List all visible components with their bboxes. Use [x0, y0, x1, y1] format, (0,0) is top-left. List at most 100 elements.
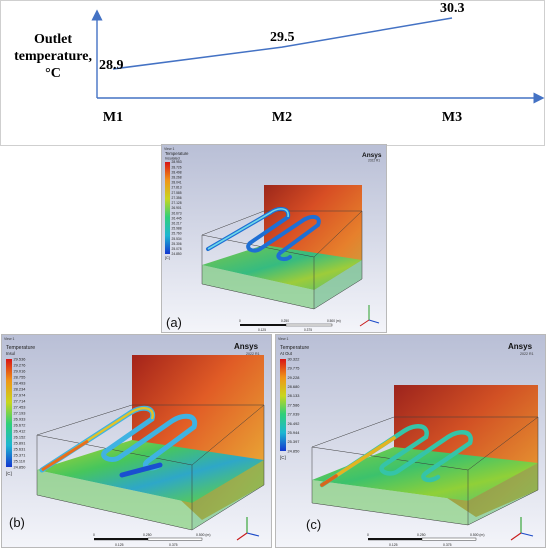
legend-value: 25.371	[14, 452, 26, 457]
legend-value: 27.193	[14, 410, 26, 415]
color-legend-bar	[280, 359, 286, 451]
panel-caption: (c)	[306, 517, 322, 532]
legend-value: 25.631	[14, 446, 26, 451]
x-tick-label: M2	[272, 110, 292, 125]
simulation-panel-c: View 1 Temperature At Out 30.322 29.775 29…	[275, 334, 546, 548]
simulation-panel-b: View 1 Temperature Insul 29.536 29.276 29.…	[1, 334, 272, 548]
legend-value: 25.760	[172, 232, 182, 236]
scale-label: 0.250	[417, 533, 426, 537]
legend-value: 27.586	[288, 402, 300, 407]
legend-value: 28.493	[14, 380, 26, 385]
box-side	[468, 463, 538, 525]
pipe-highlight	[41, 439, 89, 472]
legend-value: 27.128	[172, 201, 182, 205]
scale-label: 0.375	[443, 543, 452, 547]
box-edge	[36, 434, 193, 466]
scale-label: 0.500 (m)	[327, 319, 341, 323]
scale-label: 0.250	[281, 319, 289, 323]
legend-value: 28.726	[172, 165, 182, 169]
legend-value: 28.755	[14, 374, 26, 379]
box-outline	[311, 416, 539, 526]
scale-bar	[147, 537, 203, 541]
x-tick-label: M3	[442, 110, 462, 125]
legend-value: 26.445	[172, 216, 182, 220]
scale-bar	[368, 538, 422, 541]
legend-value: 28.953	[172, 160, 182, 164]
pipe-inlet	[320, 474, 338, 487]
color-legend-bar	[6, 359, 12, 467]
contour-render-c: View 1 Temperature At Out 30.322 29.775 29…	[276, 335, 545, 547]
contour-render-a: View 1 Temperature Insulated 28.95328.72…	[162, 145, 386, 332]
ansys-logo: Ansys	[234, 342, 259, 351]
version-label: 2022 R1	[520, 352, 534, 356]
x-tick-label: M1	[103, 110, 123, 125]
pipe-coil	[319, 423, 473, 488]
box-side	[192, 460, 264, 530]
legend-value: 27.813	[172, 186, 182, 190]
legend-value: 25.988	[172, 227, 182, 231]
y-axis-label: Outlet temperature, °C	[9, 31, 97, 82]
axis-triad-icon	[510, 517, 534, 541]
legend-value: 26.492	[288, 421, 300, 426]
data-label: 28.9	[99, 58, 124, 73]
legend-value: 24.850	[14, 464, 27, 469]
legend-value: 29.016	[14, 368, 26, 373]
legend-value: 26.152	[14, 434, 26, 439]
box-edge	[313, 210, 363, 258]
data-label: 30.3	[440, 1, 465, 16]
legend-value: 25.944	[288, 430, 301, 435]
axis-triad-icon	[359, 305, 380, 327]
legend-value: 26.672	[14, 422, 26, 427]
scale-label: 0.500 (m)	[196, 533, 211, 537]
legend-value: 26.412	[14, 428, 26, 433]
legend-subtitle: Insulated	[165, 157, 180, 161]
legend-value: 29.228	[288, 375, 300, 380]
legend-value: 29.536	[14, 356, 26, 361]
scale-label: 0.375	[169, 543, 178, 547]
legend-value: 29.276	[14, 362, 26, 367]
pipe-outlet	[119, 462, 163, 478]
scale-bar	[285, 323, 333, 327]
legend-value: 28.498	[172, 170, 182, 174]
scale-label: 0.125	[258, 328, 266, 332]
scale-label: 0.500 (m)	[470, 533, 485, 537]
box-edge	[201, 234, 315, 258]
series-line	[112, 17, 453, 70]
legend-value: 25.078	[172, 247, 182, 251]
ansys-logo: Ansys	[508, 342, 533, 351]
y-axis-label-line: temperature,	[14, 49, 92, 64]
scale-label: 0.125	[389, 543, 398, 547]
legend-value: 25.891	[14, 440, 26, 445]
legend-value: 27.585	[172, 191, 182, 195]
y-axis-label-line: °C	[45, 66, 61, 81]
box-front	[202, 265, 314, 309]
panel-caption: (a)	[166, 315, 182, 330]
legend-value: 27.356	[172, 196, 182, 200]
legend-value: 28.133	[288, 393, 300, 398]
line-chart: 28.9 29.5 30.3 M1 M2 M3	[91, 1, 545, 125]
legend-title: Temperature	[280, 345, 309, 351]
box-front	[37, 470, 192, 530]
legend-title: Temperature	[165, 151, 189, 156]
scale-bar	[421, 537, 477, 541]
simulation-panel-a: View 1 Temperature Insulated 28.953 28.72…	[161, 144, 387, 333]
legend-value: 28.268	[172, 175, 182, 179]
scale-label: 0	[93, 533, 95, 537]
legend-value: 26.901	[172, 206, 182, 210]
version-label: 2022 R1	[246, 352, 260, 356]
ansys-logo: Ansys	[362, 152, 382, 159]
legend-value: 25.306	[172, 242, 182, 246]
legend-title: Temperature	[6, 345, 35, 351]
y-axis-label-line: Outlet	[33, 32, 73, 47]
legend-value: 26.217	[172, 221, 182, 225]
box-edge	[467, 416, 539, 471]
scale-label: 0	[367, 533, 369, 537]
legend-value: 26.673	[172, 211, 182, 215]
window-tag: View 1	[278, 337, 288, 341]
chart-panel: Outlet temperature, °C 28.9 29.5 30.3 M1 M2 M…	[0, 0, 545, 146]
pipe-highlight	[207, 208, 289, 250]
box-outline	[201, 210, 363, 310]
legend-value: 28.234	[14, 386, 27, 391]
scale-label: 0.250	[143, 533, 152, 537]
legend-value: 24.850	[172, 252, 182, 256]
